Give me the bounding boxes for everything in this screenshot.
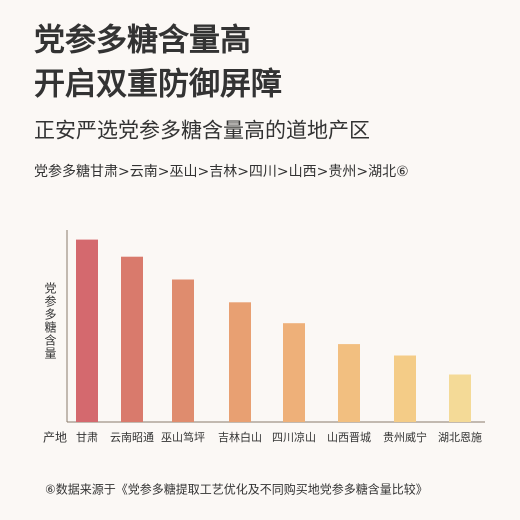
y-axis-label: 党参多糖含量 xyxy=(43,282,57,360)
title-line2: 开启双重防御屏障 xyxy=(34,67,282,103)
x-tick-label: 湖北恩施 xyxy=(438,431,482,444)
bar xyxy=(172,279,194,422)
x-tick-label: 四川凉山 xyxy=(272,430,316,444)
bar xyxy=(76,239,98,422)
bar xyxy=(338,344,360,422)
x-tick-label: 甘肃 xyxy=(76,431,98,444)
ranking: 党参多糖甘肃>云南>巫山>吉林>四川>山西>贵州>湖北⑥ xyxy=(34,163,409,180)
x-tick-label: 贵州威宁 xyxy=(383,430,427,444)
x-axis-label: 产地 xyxy=(43,431,67,445)
footnote: ⑥数据来源于《党参多糖提取工艺优化及不同购买地党参多糖含量比较》 xyxy=(45,482,428,497)
x-tick-label: 云南昭通 xyxy=(110,431,154,444)
bar xyxy=(449,374,471,422)
bar xyxy=(121,256,143,422)
x-tick-label: 吉林白山 xyxy=(218,430,262,444)
x-tick-label: 山西晋城 xyxy=(327,431,371,444)
bar xyxy=(394,355,416,422)
bar xyxy=(229,302,251,422)
x-tick-label: 巫山笃坪 xyxy=(161,430,205,444)
title: 党参多糖含量高 xyxy=(34,23,251,59)
subtitle: 正安严选党参多糖含量高的道地产区 xyxy=(34,119,370,143)
bar xyxy=(283,323,305,422)
